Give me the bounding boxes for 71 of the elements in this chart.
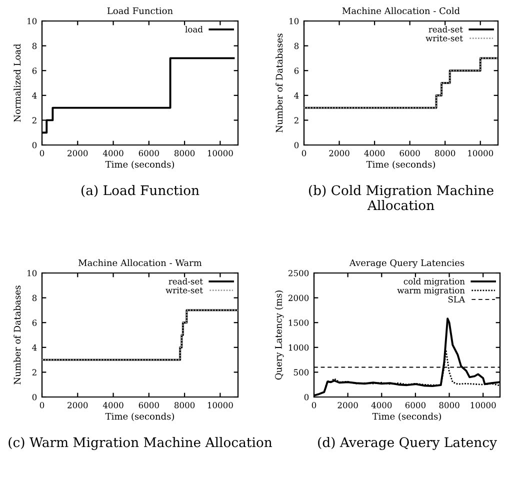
chart-title: Machine Allocation - Cold <box>342 7 460 14</box>
y-tick-label: 10 <box>290 18 299 24</box>
x-tick-label: 10000 <box>468 150 494 156</box>
y-tick-label: 2000 <box>288 294 309 302</box>
y-tick-label: 2500 <box>288 270 309 276</box>
legend-label: cold migration <box>404 278 465 286</box>
y-tick-label: 6 <box>32 320 37 326</box>
x-axis-title: Time (seconds) <box>105 160 174 169</box>
chart-title: Load Function <box>107 7 173 14</box>
y-axis-title: Normalized Load <box>14 44 21 122</box>
y-tick-label: 0 <box>294 142 299 148</box>
y-tick-label: 6 <box>32 68 37 74</box>
x-tick-label: 2000 <box>68 150 88 156</box>
y-tick-label: 1000 <box>288 344 309 351</box>
x-axis-title: Time (seconds) <box>105 412 174 421</box>
text: (a) Load Function <box>82 185 200 198</box>
chart-title: Average Query Latencies <box>349 259 464 268</box>
x-tick-label: 2000 <box>329 150 350 156</box>
x-tick-label: 4000 <box>102 150 124 156</box>
y-axis-title: Number of Databases <box>14 286 21 384</box>
x-tick-label: 2000 <box>68 402 88 408</box>
y-tick-label: 2 <box>32 117 36 124</box>
y-axis-title: Query Latency (ms) <box>274 290 284 380</box>
x-axis-title: Time (seconds) <box>366 160 435 169</box>
y-tick-label: 6 <box>294 68 299 74</box>
legend-label: SLA <box>448 296 466 302</box>
x-tick-label: 10000 <box>208 150 233 156</box>
x-tick-label: 6000 <box>405 402 426 408</box>
chart-title: Machine Allocation - Warm <box>78 259 202 266</box>
x-tick-label: 8000 <box>439 402 460 408</box>
legend-label: write-set <box>426 35 463 42</box>
legend-label: write-set <box>166 287 203 294</box>
x-tick-label: 6000 <box>138 402 159 408</box>
x-tick-label: 8000 <box>174 150 195 156</box>
y-tick-label: 0 <box>32 394 37 400</box>
text: (b) Cold Migration Machine Allocation <box>308 185 494 210</box>
text: (d) Average Query Latency <box>318 437 497 450</box>
x-axis-title: Time (seconds) <box>372 412 441 421</box>
x-tick-label: 6000 <box>138 150 159 156</box>
y-tick-label: 8 <box>294 42 299 50</box>
y-tick-label: 10 <box>28 270 37 276</box>
legend-label: warm migration <box>397 287 465 296</box>
y-tick-label: 8 <box>32 294 37 302</box>
x-tick-label: 8000 <box>174 402 195 408</box>
x-tick-label: 0 <box>312 402 316 408</box>
x-tick-label: 0 <box>40 402 44 408</box>
y-tick-label: 2 <box>294 117 298 124</box>
x-tick-label: 4000 <box>102 402 124 408</box>
x-tick-label: 4000 <box>371 402 392 408</box>
y-tick-label: 4 <box>32 344 37 351</box>
y-tick-label: 10 <box>28 18 37 24</box>
y-tick-label: 0 <box>304 394 309 400</box>
x-tick-label: 4000 <box>364 150 385 156</box>
x-tick-label: 8000 <box>435 150 456 156</box>
y-tick-label: 2 <box>32 369 36 376</box>
y-axis-title: Number of Databases <box>276 34 283 132</box>
y-tick-label: 8 <box>32 42 37 50</box>
text: (c) Warm Migration Machine Allocation <box>8 437 272 450</box>
x-tick-label: 0 <box>40 150 44 156</box>
y-tick-label: 4 <box>32 92 37 99</box>
legend-label: load <box>185 26 203 32</box>
x-tick-label: 2000 <box>338 402 358 408</box>
y-tick-label: 4 <box>294 92 299 99</box>
x-tick-label: 10000 <box>470 402 496 408</box>
y-tick-label: 1500 <box>288 320 309 326</box>
y-tick-label: 0 <box>32 142 37 148</box>
y-tick-label: 500 <box>294 369 309 376</box>
legend-label: read-set <box>168 278 203 284</box>
x-tick-label: 6000 <box>400 150 420 156</box>
legend-label: read-set <box>428 26 463 32</box>
x-tick-label: 10000 <box>208 402 233 408</box>
